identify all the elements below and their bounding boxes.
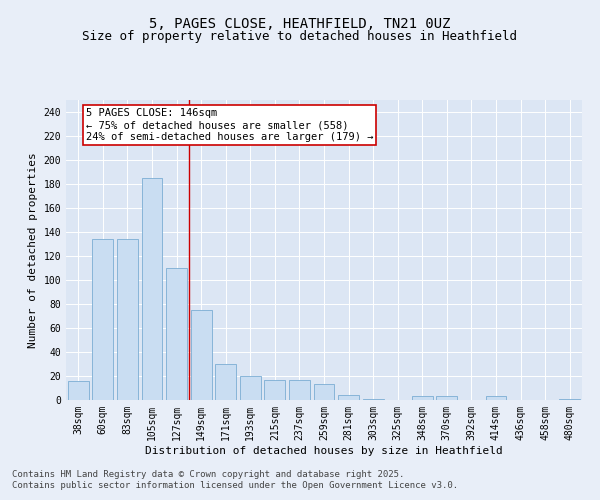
Bar (240, 376, 261, 400)
Text: Contains HM Land Registry data © Crown copyright and database right 2025.: Contains HM Land Registry data © Crown c… (12, 470, 404, 479)
X-axis label: Distribution of detached houses by size in Heathfield: Distribution of detached houses by size … (145, 446, 503, 456)
Bar (338, 395, 359, 400)
Bar (412, 396, 433, 400)
Y-axis label: Number of detached properties: Number of detached properties (28, 152, 38, 348)
Bar (485, 396, 506, 400)
Bar (436, 396, 457, 400)
Bar (215, 364, 236, 400)
Bar (559, 399, 580, 400)
Bar (166, 268, 187, 400)
Bar (117, 239, 138, 400)
Text: 5 PAGES CLOSE: 146sqm
← 75% of detached houses are smaller (558)
24% of semi-det: 5 PAGES CLOSE: 146sqm ← 75% of detached … (86, 108, 373, 142)
Bar (92, 239, 113, 400)
Text: Size of property relative to detached houses in Heathfield: Size of property relative to detached ho… (83, 30, 517, 43)
Bar (68, 381, 89, 400)
Bar (362, 399, 383, 400)
Bar (289, 380, 310, 400)
Bar (314, 384, 334, 400)
Text: Contains public sector information licensed under the Open Government Licence v3: Contains public sector information licen… (12, 481, 458, 490)
Bar (142, 178, 163, 400)
Bar (191, 310, 212, 400)
Bar (265, 380, 286, 400)
Text: 5, PAGES CLOSE, HEATHFIELD, TN21 0UZ: 5, PAGES CLOSE, HEATHFIELD, TN21 0UZ (149, 18, 451, 32)
